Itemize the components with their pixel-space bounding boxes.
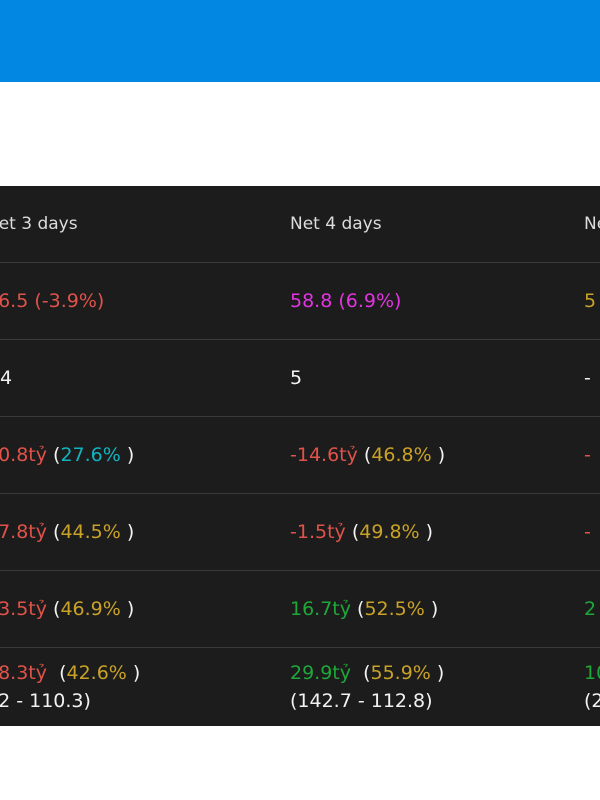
cell-range: (142.7 - 112.8) <box>290 690 433 712</box>
cell-value: 27.8tỷ <box>0 521 47 543</box>
cell-value: -1.5tỷ <box>290 521 346 543</box>
cell-percent: 55.9% <box>370 662 431 684</box>
table-cell: 56.5 (-3.9%) <box>0 290 105 312</box>
table-cell: -14.6tỷ (46.8% ) <box>290 444 446 466</box>
table-cell: 5 <box>584 290 597 312</box>
header-net-next[interactable]: Net <box>584 214 600 234</box>
table-cell: 13.5tỷ (46.9% ) <box>0 571 134 647</box>
cell-range: 82 - 110.3) <box>0 690 91 712</box>
table-row: 4 5 - <box>0 340 600 417</box>
cell-percent: 49.8% <box>359 521 420 543</box>
cell-percent: 46.8% <box>371 444 432 466</box>
table-row: 60.8tỷ (27.6% ) -14.6tỷ (46.8% ) - <box>0 417 600 494</box>
top-app-bar <box>0 0 600 82</box>
cell-value: 28.3tỷ <box>0 662 47 684</box>
cell-value: 10 <box>584 662 600 684</box>
table-row: 28.3tỷ (42.6% ) 82 - 110.3) 29.9tỷ (55.9… <box>0 648 600 726</box>
cell-value: 13.5tỷ <box>0 598 47 620</box>
net-days-table: Net 3 days Net 4 days Net 56.5 (-3.9%) 5… <box>0 186 600 726</box>
cell-range: (2 <box>584 690 600 712</box>
table-cell: 2 <box>584 598 597 620</box>
table-cell: -1.5tỷ (49.8% ) <box>290 521 434 543</box>
cell-percent: 52.5% <box>364 598 425 620</box>
table-cell: 5 <box>290 367 303 389</box>
cell-percent: 27.6% <box>60 444 121 466</box>
header-net-4-days[interactable]: Net 4 days <box>290 214 382 234</box>
cell-percent: 44.5% <box>60 521 121 543</box>
table-cell: 29.9tỷ (55.9% ) (142.7 - 112.8) <box>290 662 445 712</box>
table-cell: 58.8 (6.9%) <box>290 290 402 312</box>
cell-percent: 42.6% <box>66 662 127 684</box>
table-cell: - <box>584 367 591 389</box>
table-cell: 27.8tỷ (44.5% ) <box>0 494 134 570</box>
table-cell: - <box>584 444 591 466</box>
table-cell: 10 (2 <box>584 648 600 726</box>
table-row: 13.5tỷ (46.9% ) 16.7tỷ (52.5% ) 2 <box>0 571 600 648</box>
cell-value: 16.7tỷ <box>290 598 351 620</box>
table-cell: - <box>584 521 591 543</box>
table-row: 27.8tỷ (44.5% ) -1.5tỷ (49.8% ) - <box>0 494 600 571</box>
header-net-3-days[interactable]: Net 3 days <box>0 214 78 234</box>
cell-value: -14.6tỷ <box>290 444 358 466</box>
table-header-row: Net 3 days Net 4 days Net <box>0 186 600 263</box>
cell-value: 4 <box>0 367 13 389</box>
table-cell: 60.8tỷ (27.6% ) <box>0 417 134 493</box>
table-cell: 16.7tỷ (52.5% ) <box>290 598 439 620</box>
cell-value: 29.9tỷ <box>290 662 351 684</box>
cell-value: 60.8tỷ <box>0 444 47 466</box>
table-cell: 4 <box>0 340 12 416</box>
cell-percent: 46.9% <box>60 598 121 620</box>
table-row: 56.5 (-3.9%) 58.8 (6.9%) 5 <box>0 263 600 340</box>
table-cell: 28.3tỷ (42.6% ) 82 - 110.3) <box>0 648 140 726</box>
